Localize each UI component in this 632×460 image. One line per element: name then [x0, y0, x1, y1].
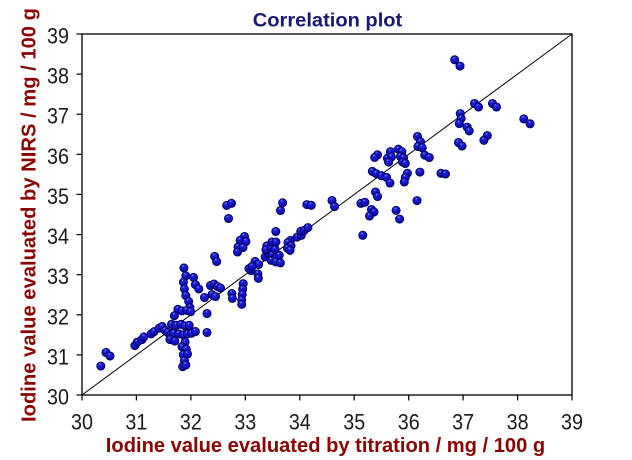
svg-text:Correlation plot: Correlation plot	[253, 10, 403, 32]
svg-text:39: 39	[47, 24, 69, 48]
svg-text:36: 36	[398, 410, 420, 434]
svg-text:38: 38	[47, 65, 69, 89]
svg-text:31: 31	[47, 345, 69, 369]
svg-text:38: 38	[507, 410, 529, 434]
svg-text:32: 32	[180, 410, 202, 434]
svg-text:32: 32	[47, 305, 69, 329]
svg-text:35: 35	[343, 410, 365, 434]
svg-text:Iodine value evaluated by NIRS: Iodine value evaluated by NIRS / mg / 10…	[19, 8, 41, 422]
svg-text:37: 37	[47, 105, 69, 129]
svg-text:37: 37	[452, 410, 474, 434]
svg-text:Iodine value evaluated by titr: Iodine value evaluated by titration / mg…	[106, 435, 545, 457]
svg-text:39: 39	[561, 410, 583, 434]
svg-text:34: 34	[47, 225, 69, 249]
svg-text:31: 31	[125, 410, 147, 434]
svg-text:34: 34	[289, 410, 311, 434]
svg-text:36: 36	[47, 145, 69, 169]
svg-text:33: 33	[47, 265, 69, 289]
svg-text:33: 33	[234, 410, 256, 434]
svg-text:35: 35	[47, 185, 69, 209]
svg-text:30: 30	[71, 410, 93, 434]
svg-text:30: 30	[47, 385, 69, 409]
